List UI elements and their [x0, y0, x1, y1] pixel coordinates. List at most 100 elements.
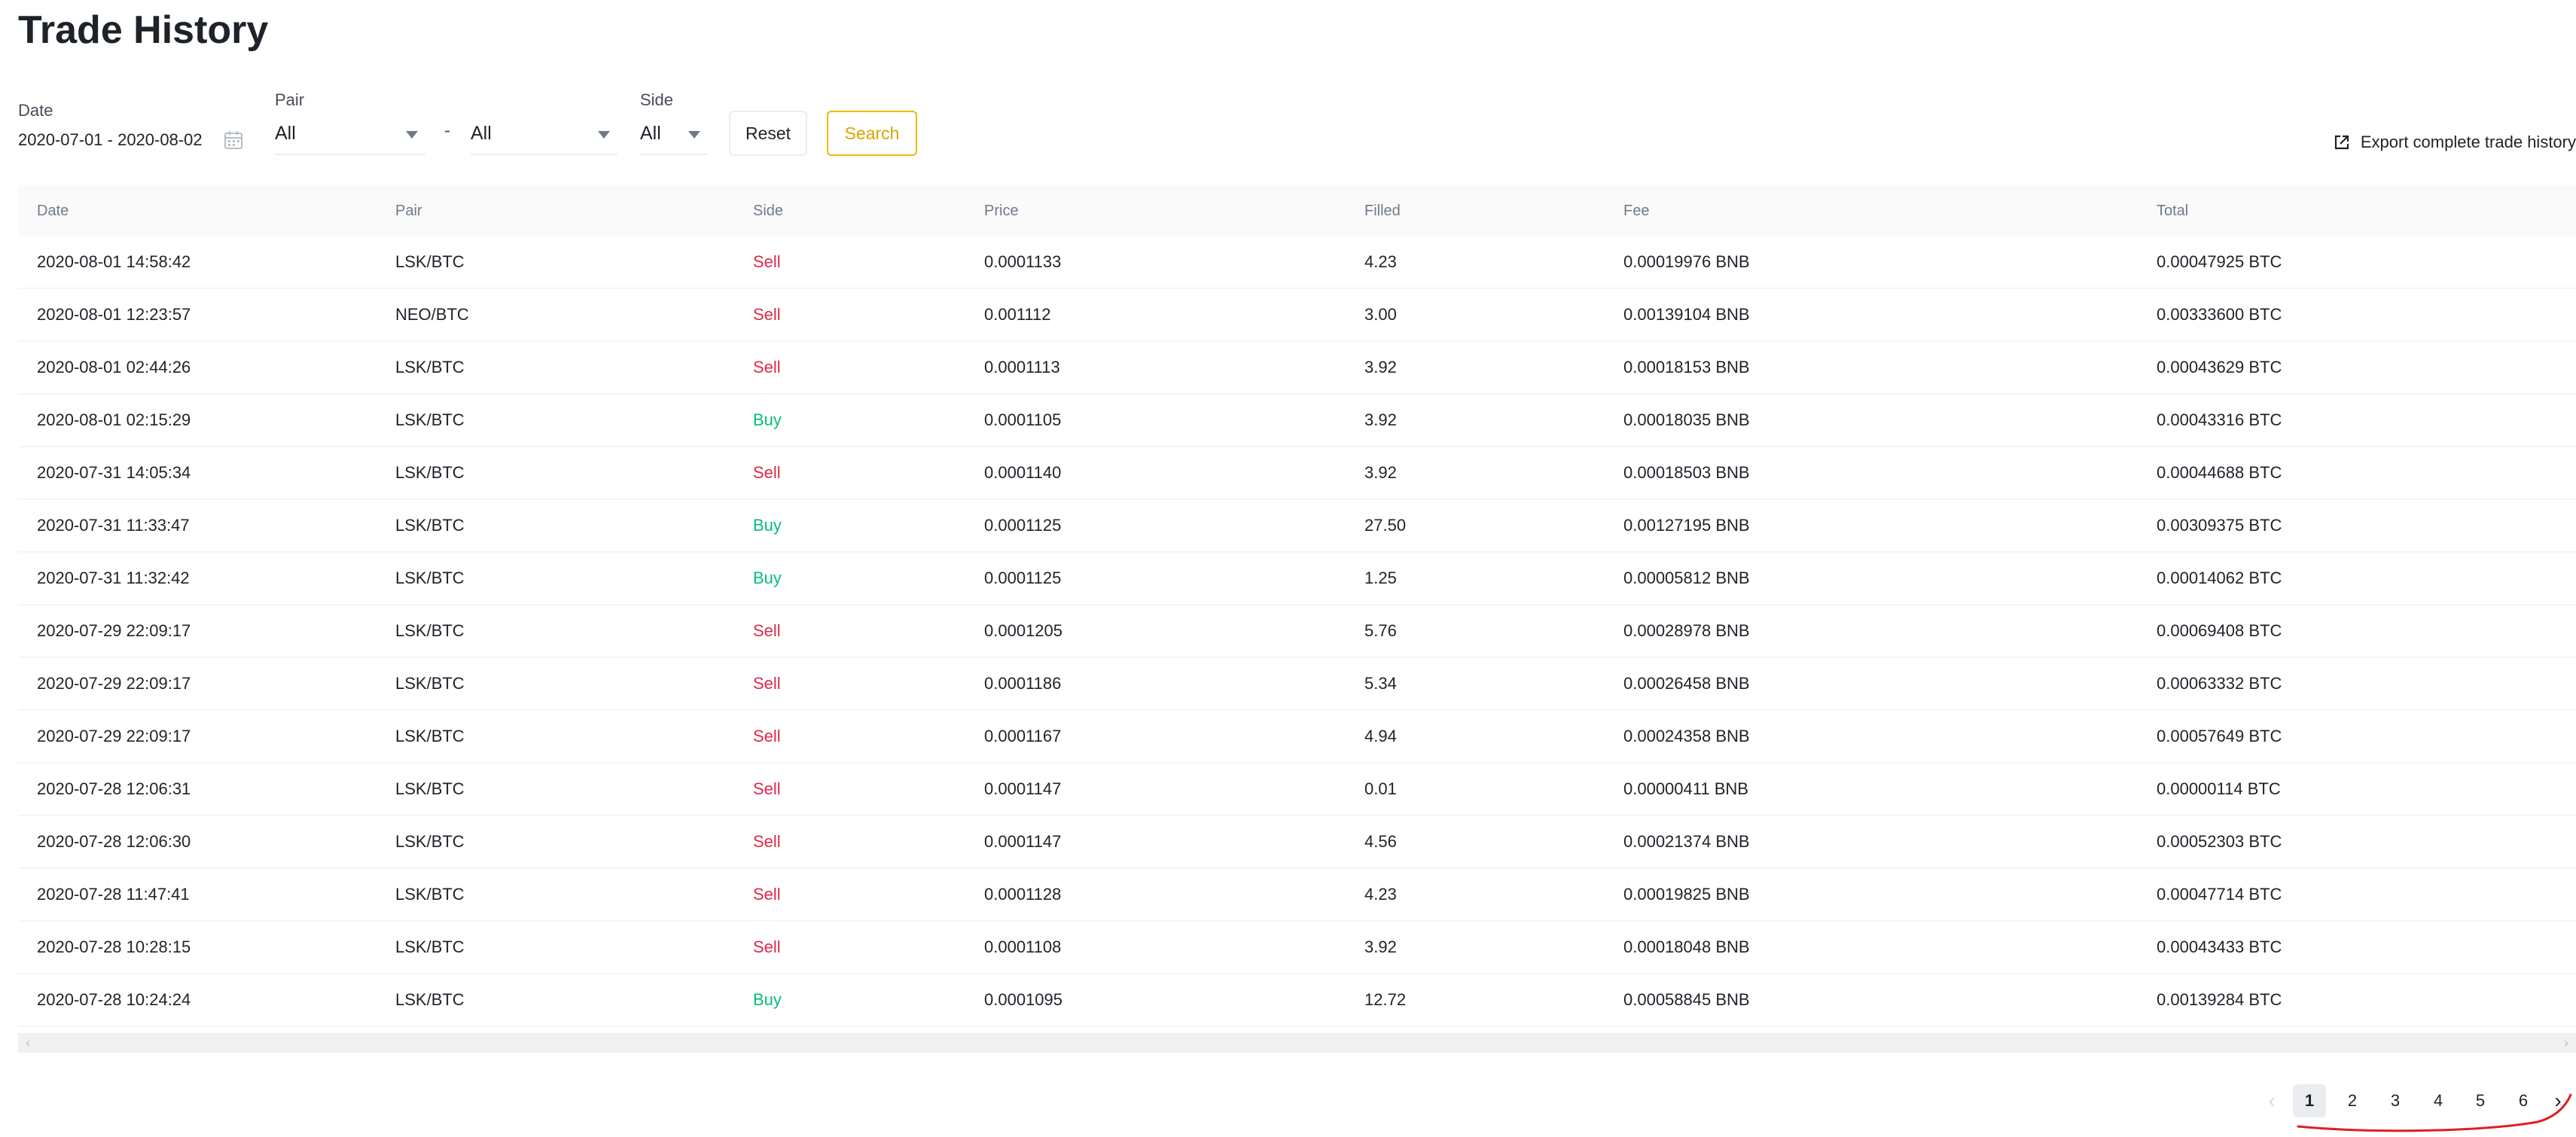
cell-fee: 0.00000411 BNB: [1623, 779, 1748, 798]
cell-price: 0.001112: [984, 305, 1051, 324]
cell-pair: LSK/BTC: [395, 727, 465, 745]
cell-side: Sell: [753, 305, 781, 324]
page-2-button[interactable]: 2: [2347, 1091, 2358, 1110]
chevron-down-icon: [688, 131, 700, 139]
cell-filled: 0.01: [1364, 779, 1397, 798]
cell-filled: 1.25: [1364, 568, 1397, 587]
cell-side: Sell: [753, 832, 781, 851]
cell-fee: 0.00026458 BNB: [1623, 674, 1750, 693]
cell-filled: 3.92: [1364, 358, 1397, 376]
cell-fee: 0.00021374 BNB: [1623, 832, 1750, 851]
export-trade-history-link[interactable]: Export complete trade history: [2334, 133, 2576, 152]
cell-price: 0.0001125: [984, 568, 1062, 587]
cell-pair: LSK/BTC: [395, 358, 465, 376]
cell-date: 2020-07-28 10:28:15: [37, 937, 191, 956]
cell-pair: LSK/BTC: [395, 885, 465, 904]
cell-pair: LSK/BTC: [395, 568, 465, 587]
cell-total: 0.00043433 BTC: [2157, 937, 2282, 956]
cell-pair: LSK/BTC: [395, 990, 465, 1009]
page-5-button[interactable]: 5: [2475, 1091, 2486, 1110]
cell-fee: 0.00127195 BNB: [1623, 516, 1750, 535]
cell-side: Sell: [753, 885, 781, 904]
table-row: 2020-07-29 22:09:17 LSK/BTC Sell 0.0001205 5…: [18, 605, 2576, 658]
scroll-right-icon[interactable]: ›: [2564, 1035, 2568, 1050]
chevron-down-icon: [406, 131, 418, 139]
cell-total: 0.00063332 BTC: [2157, 674, 2282, 693]
table-row: 2020-07-29 22:09:17 LSK/BTC Sell 0.0001167 4…: [18, 711, 2576, 764]
cell-side: Sell: [753, 463, 781, 482]
cell-filled: 27.50: [1364, 516, 1407, 535]
cell-pair: LSK/BTC: [395, 621, 465, 640]
cell-total: 0.00043316 BTC: [2157, 410, 2282, 429]
date-range-input[interactable]: 2020-07-01 - 2020-08-02: [18, 119, 244, 161]
table-row: 2020-07-29 22:09:17 LSK/BTC Sell 0.0001186 5…: [18, 658, 2576, 711]
cell-date: 2020-08-01 02:15:29: [37, 410, 191, 429]
table-row: 2020-07-28 10:28:15 LSK/BTC Sell 0.0001108 3…: [18, 922, 2576, 974]
table-header: Date Pair Side Price Filled Fee Total: [18, 185, 2576, 236]
cell-price: 0.0001113: [984, 358, 1060, 376]
cell-date: 2020-08-01 12:23:57: [37, 305, 191, 324]
cell-date: 2020-07-31 14:05:34: [37, 463, 191, 482]
scroll-left-icon[interactable]: ‹: [26, 1035, 30, 1050]
horizontal-scrollbar[interactable]: ‹ ›: [18, 1033, 2576, 1053]
date-range-value: 2020-07-01 - 2020-08-02: [18, 130, 203, 149]
side-select[interactable]: All: [640, 113, 708, 155]
cell-price: 0.0001147: [984, 832, 1062, 851]
cell-filled: 4.23: [1364, 885, 1397, 904]
cell-filled: 4.23: [1364, 252, 1397, 271]
cell-side: Sell: [753, 621, 781, 640]
external-link-icon: [2334, 135, 2349, 150]
pair-label: Pair: [275, 90, 305, 109]
table-row: 2020-07-28 11:47:41 LSK/BTC Sell 0.0001128 4…: [18, 869, 2576, 922]
cell-date: 2020-07-29 22:09:17: [37, 727, 191, 745]
cell-fee: 0.00028978 BNB: [1623, 621, 1750, 640]
reset-button[interactable]: Reset: [729, 111, 807, 156]
page-4-button[interactable]: 4: [2433, 1091, 2443, 1110]
table-row: 2020-07-31 11:32:42 LSK/BTC Buy 0.0001125 1.…: [18, 553, 2576, 605]
cell-price: 0.0001133: [984, 252, 1062, 271]
cell-date: 2020-07-31 11:33:47: [37, 516, 190, 535]
page-title: Trade History: [18, 8, 269, 52]
cell-date: 2020-07-28 11:47:41: [37, 885, 190, 904]
cell-price: 0.0001147: [984, 779, 1062, 798]
trade-history-table: Date Pair Side Price Filled Fee Total 20…: [18, 185, 2576, 1027]
page-1-button[interactable]: 1: [2293, 1084, 2326, 1117]
table-row: 2020-07-28 10:24:24 LSK/BTC Buy 0.0001095 12…: [18, 974, 2576, 1027]
table-row: 2020-07-31 14:05:34 LSK/BTC Sell 0.0001140 3…: [18, 447, 2576, 500]
cell-side: Buy: [753, 568, 782, 587]
cell-price: 0.0001095: [984, 990, 1062, 1009]
cell-side: Buy: [753, 516, 782, 535]
cell-side: Sell: [753, 358, 781, 376]
prev-page-button[interactable]: ‹: [2268, 1089, 2276, 1112]
page-6-button[interactable]: 6: [2518, 1091, 2529, 1110]
cell-date: 2020-07-31 11:32:42: [37, 568, 190, 587]
column-header-fee: Fee: [1623, 202, 1650, 219]
cell-fee: 0.00058845 BNB: [1623, 990, 1750, 1009]
pair-base-select[interactable]: All: [275, 113, 425, 155]
cell-fee: 0.00018035 BNB: [1623, 410, 1750, 429]
calendar-icon[interactable]: [224, 130, 243, 150]
page-3-button[interactable]: 3: [2390, 1091, 2401, 1110]
cell-filled: 4.94: [1364, 727, 1397, 745]
table-body: 2020-08-01 14:58:42 LSK/BTC Sell 0.0001133 4…: [18, 236, 2576, 1027]
cell-pair: LSK/BTC: [395, 674, 465, 693]
pair-quote-select[interactable]: All: [471, 113, 617, 155]
cell-filled: 3.92: [1364, 463, 1397, 482]
next-page-button[interactable]: ›: [2554, 1089, 2562, 1112]
table-row: 2020-07-31 11:33:47 LSK/BTC Buy 0.0001125 27…: [18, 500, 2576, 553]
cell-fee: 0.00024358 BNB: [1623, 727, 1750, 745]
cell-total: 0.00044688 BTC: [2157, 463, 2282, 482]
cell-pair: LSK/BTC: [395, 937, 465, 956]
cell-fee: 0.00018048 BNB: [1623, 937, 1750, 956]
cell-total: 0.00047925 BTC: [2157, 252, 2282, 271]
cell-date: 2020-07-28 10:24:24: [37, 990, 191, 1009]
table-row: 2020-08-01 14:58:42 LSK/BTC Sell 0.0001133 4…: [18, 236, 2576, 289]
cell-filled: 3.00: [1364, 305, 1397, 324]
cell-price: 0.0001186: [984, 674, 1062, 693]
cell-price: 0.0001105: [984, 410, 1062, 429]
cell-date: 2020-07-28 12:06:30: [37, 832, 191, 851]
cell-pair: LSK/BTC: [395, 463, 465, 482]
search-button[interactable]: Search: [827, 111, 917, 156]
cell-price: 0.0001108: [984, 937, 1062, 956]
cell-total: 0.00069408 BTC: [2157, 621, 2282, 640]
